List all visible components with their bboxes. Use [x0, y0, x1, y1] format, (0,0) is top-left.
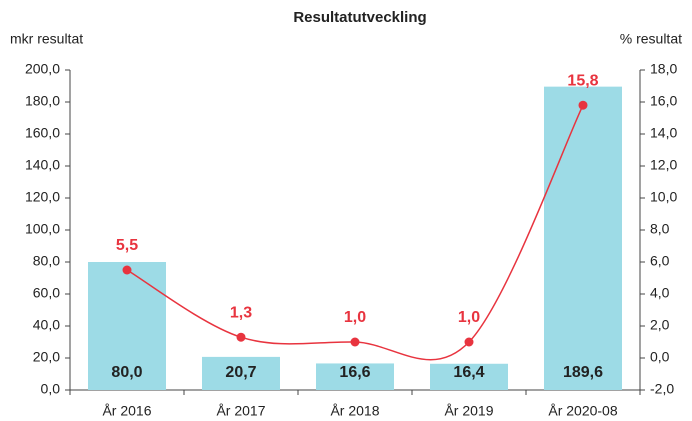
line-value-label: 5,5 — [116, 237, 138, 254]
x-tick-label: År 2018 — [330, 403, 379, 419]
x-tick-label: År 2019 — [444, 403, 493, 419]
y2-tick-label: 14,0 — [650, 125, 677, 141]
bar — [88, 262, 166, 390]
x-tick-label: År 2020-08 — [548, 403, 617, 419]
y-axis-title: mkr resultat — [10, 31, 83, 47]
line-point — [350, 337, 360, 347]
bar — [544, 86, 622, 390]
y2-tick-label: 10,0 — [650, 189, 677, 205]
bar-value-label: 16,4 — [453, 364, 484, 381]
y2-tick-label: 6,0 — [650, 253, 670, 269]
bar-value-label: 189,6 — [563, 364, 603, 381]
y-tick-label: 140,0 — [25, 157, 60, 173]
line-value-label: 1,3 — [230, 304, 252, 321]
y-tick-label: 100,0 — [25, 221, 60, 237]
y2-axis-title: % resultat — [620, 31, 682, 47]
line-point — [578, 100, 588, 110]
line-value-label: 1,0 — [344, 309, 366, 326]
line-value-label: 15,8 — [567, 72, 598, 89]
y2-tick-label: 2,0 — [650, 317, 670, 333]
y-tick-label: 160,0 — [25, 125, 60, 141]
y-tick-label: 20,0 — [33, 349, 60, 365]
line — [126, 104, 584, 361]
bar — [202, 356, 280, 390]
y-tick-label: 180,0 — [25, 93, 60, 109]
bar-value-label: 16,6 — [339, 364, 370, 381]
y-tick-label: 200,0 — [25, 61, 60, 77]
x-tick-label: År 2017 — [216, 403, 265, 419]
y-tick-label: 40,0 — [33, 317, 60, 333]
y-tick-label: 60,0 — [33, 285, 60, 301]
y-tick-label: 0,0 — [41, 381, 61, 397]
x-tick-label: År 2016 — [102, 403, 151, 419]
y-tick-label: 120,0 — [25, 189, 60, 205]
line-point — [464, 337, 474, 347]
y2-tick-label: 8,0 — [650, 221, 670, 237]
y2-tick-label: 12,0 — [650, 157, 677, 173]
y2-tick-label: 18,0 — [650, 61, 677, 77]
bar-value-label: 80,0 — [111, 364, 142, 381]
y-tick-label: 80,0 — [33, 253, 60, 269]
line-value-label: 1,0 — [458, 309, 480, 326]
bar — [430, 363, 508, 390]
bar — [316, 363, 394, 390]
y2-tick-label: -2,0 — [650, 381, 674, 397]
line-point — [122, 265, 132, 275]
bar-value-label: 20,7 — [225, 364, 256, 381]
y2-tick-label: 4,0 — [650, 285, 670, 301]
line-point — [236, 332, 246, 342]
y2-tick-label: 0,0 — [650, 349, 670, 365]
chart-title: Resultatutveckling — [293, 9, 426, 26]
y2-tick-label: 16,0 — [650, 93, 677, 109]
